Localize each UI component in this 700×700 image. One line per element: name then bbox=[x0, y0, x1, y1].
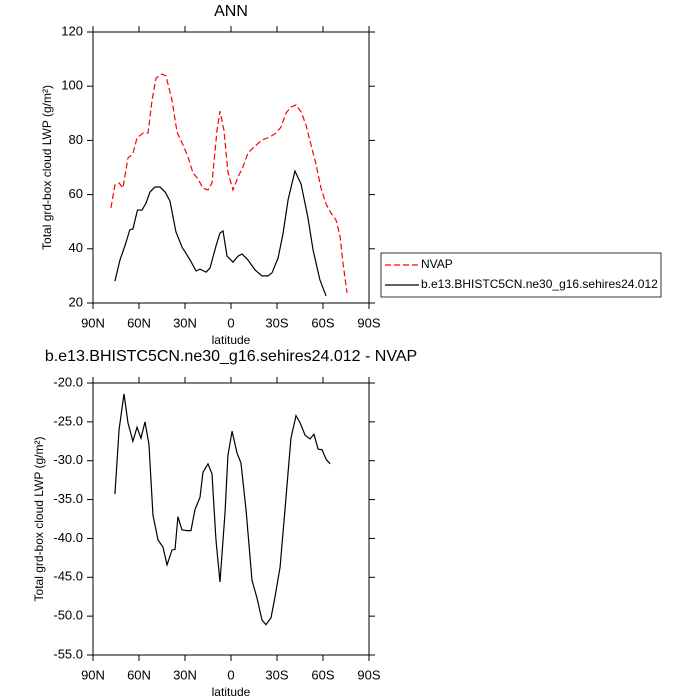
x-tick-label: 90S bbox=[357, 315, 380, 330]
chart-title: ANN bbox=[214, 3, 248, 20]
y-axis-label: Total grd-box cloud LWP (g/m²) bbox=[40, 85, 54, 250]
x-tick-label: 30N bbox=[173, 667, 197, 682]
x-tick-label: 90S bbox=[357, 667, 380, 682]
x-tick-label: 30S bbox=[265, 315, 288, 330]
y-axis-label: Total grd-box cloud LWP (g/m²) bbox=[32, 437, 46, 602]
y-tick-label: 40 bbox=[69, 240, 83, 255]
x-tick-label: 0 bbox=[227, 315, 234, 330]
x-tick-label: 60S bbox=[311, 667, 334, 682]
data-line bbox=[114, 169, 327, 297]
y-tick-label: -35.0 bbox=[53, 491, 83, 506]
x-tick-label: 60N bbox=[127, 315, 151, 330]
y-tick-label: -50.0 bbox=[53, 608, 83, 623]
legend-label: NVAP bbox=[421, 257, 453, 271]
y-tick-label: 60 bbox=[69, 186, 83, 201]
x-axis-label: latitude bbox=[212, 333, 251, 347]
data-line bbox=[110, 73, 348, 294]
y-tick-label: 80 bbox=[69, 132, 83, 147]
plot-frame bbox=[92, 382, 370, 656]
chart-title: b.e13.BHISTC5CN.ne30_g16.sehires24.012 -… bbox=[45, 348, 417, 365]
x-tick-label: 30S bbox=[265, 667, 288, 682]
y-tick-label: -25.0 bbox=[53, 413, 83, 428]
x-tick-label: 90N bbox=[81, 667, 105, 682]
y-tick-label: -45.0 bbox=[53, 569, 83, 584]
y-tick-label: 20 bbox=[69, 294, 83, 309]
x-tick-label: 0 bbox=[227, 667, 234, 682]
plot-frame bbox=[92, 31, 370, 304]
y-tick-label: -40.0 bbox=[53, 530, 83, 545]
y-tick-label: -55.0 bbox=[53, 646, 83, 661]
y-tick-label: -30.0 bbox=[53, 452, 83, 467]
y-tick-label: 100 bbox=[61, 78, 83, 93]
x-tick-label: 30N bbox=[173, 315, 197, 330]
y-tick-label: 120 bbox=[61, 23, 83, 38]
data-line bbox=[114, 393, 331, 626]
x-axis-label: latitude bbox=[212, 685, 251, 699]
legend-box bbox=[380, 252, 662, 298]
legend-label: b.e13.BHISTC5CN.ne30_g16.sehires24.012 bbox=[421, 277, 658, 291]
x-tick-label: 60S bbox=[311, 315, 334, 330]
y-tick-label: -20.0 bbox=[53, 374, 83, 389]
x-tick-label: 90N bbox=[81, 315, 105, 330]
x-tick-label: 60N bbox=[127, 667, 151, 682]
